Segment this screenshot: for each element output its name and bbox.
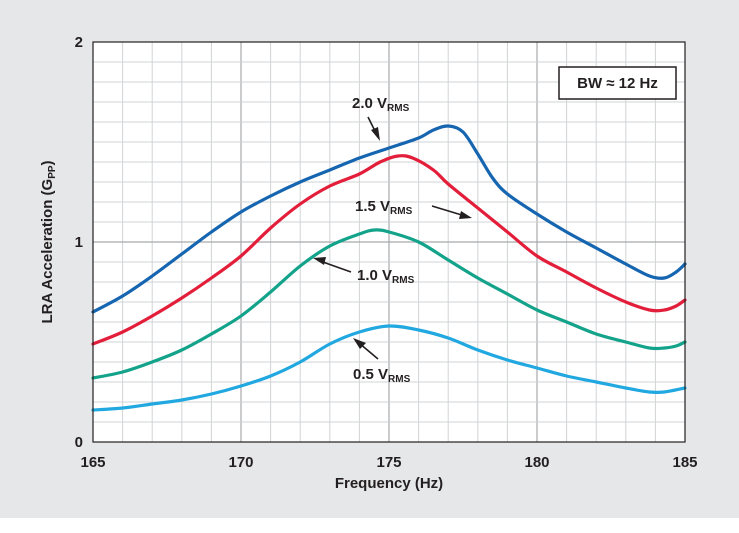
- annotation-box: BW ≈ 12 Hz: [558, 66, 677, 100]
- label-0v5: 0.5 VRMS: [353, 366, 411, 385]
- label-1v5-sub: RMS: [390, 206, 413, 217]
- y-axis-label-main: LRA Acceleration (G: [39, 179, 56, 324]
- x-axis-label: Frequency (Hz): [335, 475, 443, 492]
- axis-ticks: 165 170 175 180 185 0 1 2: [75, 34, 698, 471]
- arrow-1v0: [319, 260, 352, 273]
- x-tick-label: 170: [228, 454, 253, 471]
- arrowhead-0v5: [353, 338, 366, 349]
- series-labels: 2.0 VRMS 1.5 VRMS 1.0 VRMS 0.5 VRMS: [352, 95, 415, 385]
- y-axis-label-sub: PP: [47, 165, 58, 179]
- x-tick-label: 180: [524, 454, 549, 471]
- arrow-1v5: [431, 205, 466, 217]
- label-2v0-sub: RMS: [387, 103, 410, 114]
- series-line-v20: [91, 124, 687, 314]
- arrowhead-2v0: [371, 127, 380, 141]
- arrowhead-1v0: [313, 257, 326, 265]
- y-axis-label: LRA Acceleration (GPP): [39, 160, 58, 323]
- y-tick-label: 2: [75, 34, 83, 51]
- label-1v0-sub: RMS: [392, 275, 415, 286]
- y-tick-label: 0: [75, 434, 83, 451]
- chart-figure: 165 170 175 180 185 0 1 2 BW ≈ 12 Hz 2.0 VRMS 1…: [0, 0, 739, 518]
- y-axis-label-tail: ): [39, 160, 56, 165]
- grid-lines: [93, 42, 685, 442]
- series-line-v05: [91, 324, 687, 412]
- label-arrows: [313, 116, 472, 360]
- label-1v0: 1.0 VRMS: [357, 267, 415, 286]
- plot-border: [92, 41, 686, 443]
- label-0v5-sub: RMS: [388, 374, 411, 385]
- series-lines: [91, 124, 687, 412]
- label-1v5: 1.5 VRMS: [355, 198, 413, 217]
- x-tick-label: 165: [80, 454, 105, 471]
- annotation-text: BW ≈ 12 Hz: [577, 75, 658, 92]
- x-tick-label: 185: [672, 454, 697, 471]
- series-line-v15: [91, 154, 687, 346]
- label-2v0: 2.0 VRMS: [352, 95, 410, 114]
- y-tick-label: 1: [75, 234, 83, 251]
- series-line-v10: [91, 228, 687, 380]
- label-0v5-main: 0.5 V: [353, 366, 388, 383]
- label-1v0-main: 1.0 V: [357, 267, 392, 284]
- x-tick-label: 175: [376, 454, 401, 471]
- label-2v0-main: 2.0 V: [352, 95, 387, 112]
- label-1v5-main: 1.5 V: [355, 198, 390, 215]
- arrowhead-1v5: [459, 211, 472, 219]
